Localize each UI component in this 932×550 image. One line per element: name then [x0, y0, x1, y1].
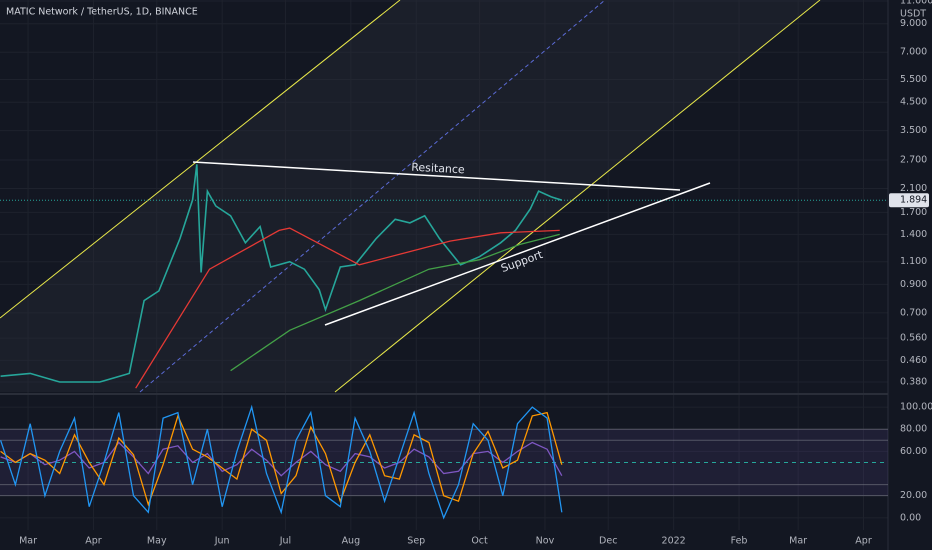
- resistance-line: [192, 161, 681, 191]
- y-tick-label: 60.00: [900, 446, 927, 457]
- resistance-label: Resitance: [411, 161, 465, 177]
- series-line: [230, 233, 560, 372]
- axes: 11.000 9.000 7.000 5.500 4.500 3.500 2.700 2.10…: [19, 0, 932, 547]
- y-tick-label: 0.460: [900, 355, 927, 366]
- y-tick-label: 5.500: [900, 74, 927, 85]
- x-tick-label: May: [147, 536, 167, 547]
- x-tick-label: Aug: [342, 536, 361, 547]
- series-line: [0, 164, 563, 383]
- last-price-label: 1.894: [900, 195, 927, 206]
- y-tick-label: 3.500: [900, 125, 927, 136]
- support-line: [324, 182, 711, 326]
- unit-label: USDT: [900, 9, 926, 20]
- x-tick-label: Jun: [214, 536, 230, 547]
- y-tick-label: 11.000: [900, 0, 932, 7]
- x-tick-label: Sep: [407, 536, 425, 547]
- symbol-title: MATIC Network / TetherUS, 1D, BINANCE: [6, 7, 198, 18]
- series-line: [0, 441, 563, 477]
- x-tick-label: Oct: [471, 536, 488, 547]
- y-tick-label: 9.000: [900, 18, 927, 29]
- y-tick-label: 7.000: [900, 47, 927, 58]
- x-tick-label: Apr: [855, 536, 872, 547]
- y-tick-label: 4.500: [900, 97, 927, 108]
- last-price-box: [889, 193, 929, 208]
- y-tick-label: 0.700: [900, 307, 927, 318]
- y-tick-label: 2.700: [900, 155, 927, 166]
- series-line: [0, 411, 563, 507]
- x-tick-label: Mar: [789, 536, 807, 547]
- channel-fill: [0, 0, 820, 392]
- x-tick-label: Dec: [599, 536, 617, 547]
- y-tick-label: 100.00: [900, 402, 932, 413]
- y-tick-label: 20.00: [900, 490, 927, 501]
- x-tick-label: 2022: [662, 536, 686, 547]
- y-tick-label: 80.00: [900, 424, 927, 435]
- series-line: [0, 404, 563, 520]
- y-tick-label: 1.700: [900, 207, 927, 218]
- x-tick-label: Mar: [19, 536, 37, 547]
- y-tick-label: 0.00: [900, 512, 921, 523]
- y-tick-label: 0.900: [900, 279, 927, 290]
- y-tick-label: 1.100: [900, 256, 927, 267]
- x-tick-label: Apr: [85, 536, 102, 547]
- x-tick-label: Feb: [731, 536, 748, 547]
- x-tick-label: Jul: [279, 536, 291, 547]
- y-tick-label: 1.400: [900, 229, 927, 240]
- series-line: [135, 227, 560, 389]
- channel-middle: [139, 0, 606, 393]
- price-pane: [0, 164, 888, 389]
- y-tick-label: 0.380: [900, 377, 927, 388]
- y-tick-label: 2.100: [900, 183, 927, 194]
- channel-lower: [334, 0, 821, 393]
- y-tick-label: 0.560: [900, 333, 927, 344]
- oscillator-pane: [0, 404, 888, 520]
- x-tick-label: Nov: [536, 536, 555, 547]
- channel-upper: [0, 0, 401, 319]
